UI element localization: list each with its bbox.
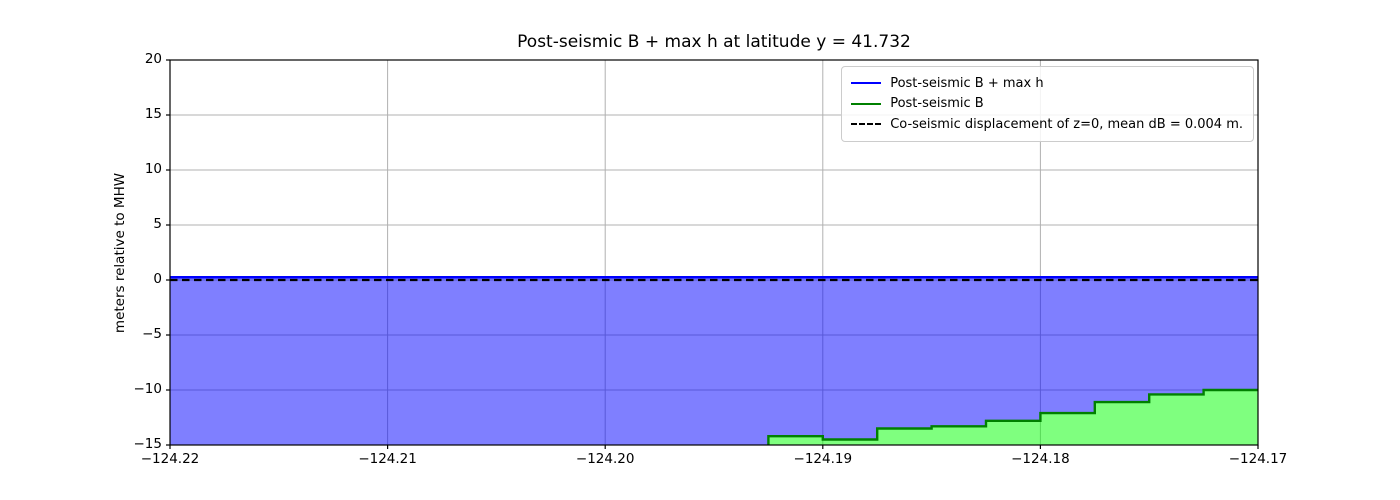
y-tick-label: 10: [144, 161, 162, 177]
legend-label: Post-seismic B: [890, 96, 984, 112]
y-tick-label: 20: [144, 51, 162, 67]
legend-line-sample: [851, 82, 882, 85]
y-tick-label: 5: [153, 216, 162, 232]
y-tick-label: −5: [142, 326, 162, 342]
legend-entry: Post-seismic B + max h: [851, 73, 1243, 94]
y-tick-label: −15: [133, 436, 163, 452]
x-tick-label: −124.21: [358, 451, 417, 467]
x-tick-label: −124.20: [575, 451, 635, 467]
x-tick-label: −124.22: [140, 451, 200, 467]
legend: Post-seismic B + max h Post-seismic B Co-s…: [841, 66, 1254, 142]
x-tick-label: −124.17: [1228, 451, 1288, 467]
post-seismic-b-fill: [768, 390, 1258, 445]
post-seismic-b-plus-maxh-fill: [170, 277, 1258, 445]
legend-line-sample: [851, 123, 882, 126]
y-tick-label: 0: [153, 271, 162, 287]
legend-line-sample: [851, 102, 882, 105]
axes-spines: [169, 59, 1259, 446]
legend-entry: Co-seismic displacement of z=0, mean dB …: [851, 114, 1243, 135]
legend-label: Co-seismic displacement of z=0, mean dB …: [890, 116, 1243, 132]
legend-label: Post-seismic B + max h: [890, 75, 1044, 91]
x-tick-label: −124.18: [1011, 451, 1070, 467]
y-tick-label: −10: [133, 381, 163, 397]
y-tick-label: 15: [144, 106, 162, 122]
legend-entry: Post-seismic B: [851, 94, 1243, 115]
chart-title: Post-seismic B + max h at latitude y = 4…: [517, 32, 911, 52]
post-seismic-b-line: [767, 388, 1258, 445]
x-tick-label: −124.19: [793, 451, 853, 467]
